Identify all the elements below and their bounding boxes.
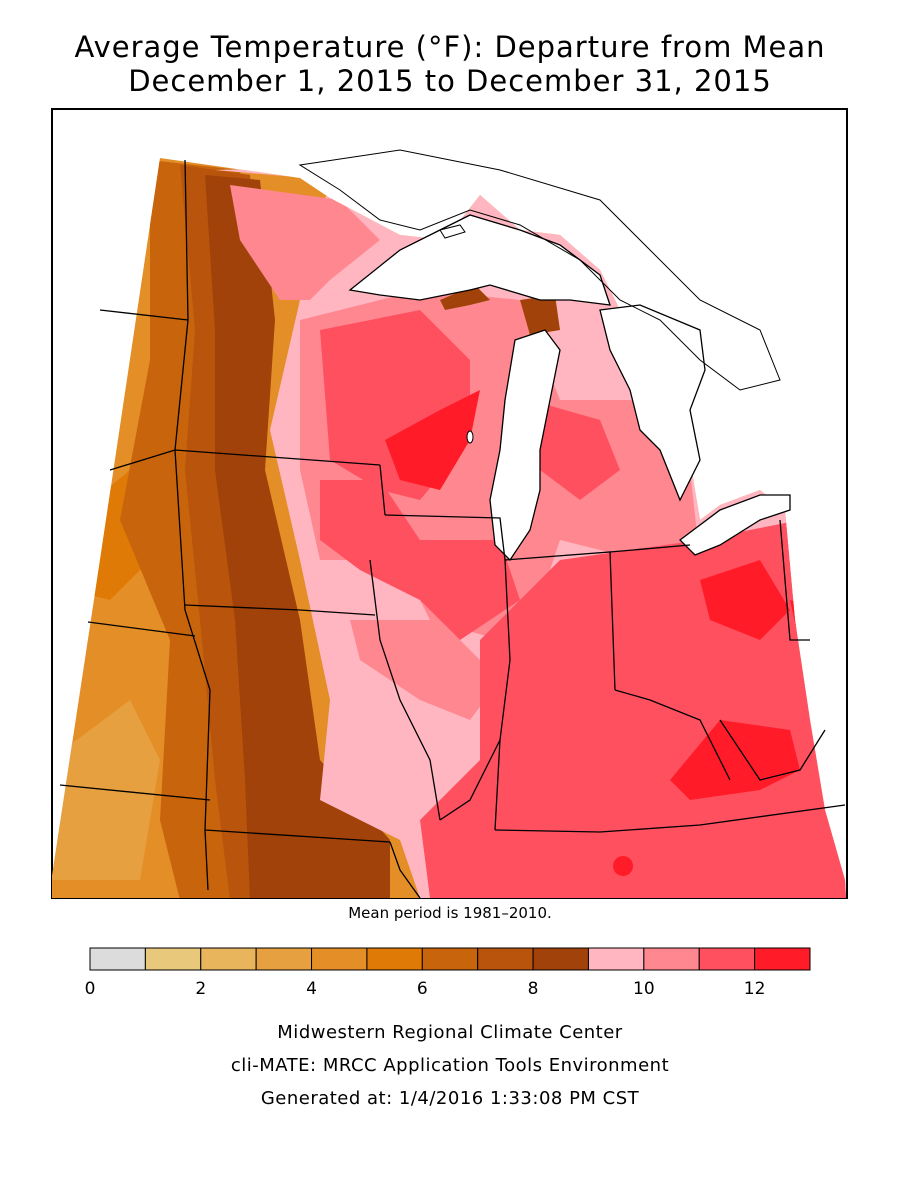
legend-swatch-5-6: [366, 947, 423, 971]
canada-coastline: [298, 149, 781, 391]
legend-tick-label: 8: [528, 979, 539, 999]
shade-12-13-wv: [670, 720, 800, 800]
shade-11-12-ia: [320, 480, 520, 640]
lake-michigan: [489, 329, 561, 562]
map-title-line-2: December 1, 2015 to December 31, 2015: [128, 64, 772, 98]
shade-12-13-wi: [385, 390, 480, 490]
legend-swatch-7-8: [477, 947, 534, 971]
legend-tick-label: 4: [306, 979, 317, 999]
boundary-wv: [719, 719, 826, 781]
shade-10-11-mn: [230, 185, 380, 300]
boundary-ne-ks: [204, 829, 391, 843]
boundary-mt-nd: [99, 309, 189, 321]
lake-superior: [348, 214, 611, 306]
lake-islands: [439, 224, 474, 444]
boundary-oh-ky: [614, 689, 731, 781]
boundary-il-mo: [439, 739, 501, 821]
shade-8-9: [205, 175, 390, 898]
boundary-mn-ia: [384, 514, 506, 561]
island-green-bay: [466, 430, 474, 444]
legend-swatch-12-13: [754, 947, 811, 971]
boundary-co-ne: [59, 784, 211, 801]
boundary-ky-tn: [494, 804, 846, 833]
boundary-mo-ar: [389, 841, 421, 899]
legend-tick-label: 6: [417, 979, 428, 999]
legend-swatch-8-9: [532, 947, 589, 971]
lake-erie: [679, 494, 791, 556]
shade-8-9-up-east: [520, 295, 560, 335]
shade-12-13-oh: [700, 560, 790, 640]
legend-swatch-3-4: [255, 947, 313, 971]
footer-generated-time: Generated at: 1/4/2016 1:33:08 PM CST: [260, 1088, 640, 1109]
legend-swatch-11-12: [698, 947, 756, 971]
legend-tick-labels: 0 2 4 6 8 10 12: [85, 979, 766, 999]
legend-tick-label: 0: [85, 979, 96, 999]
legend-swatch-2-3: [200, 947, 257, 971]
map-title-line-1: Average Temperature (°F): Departure from…: [74, 30, 826, 64]
mean-period-note: Mean period is 1981–2010.: [348, 904, 552, 922]
legend-swatch-1-2: [144, 947, 202, 971]
lake-huron: [599, 304, 706, 502]
boundary-mi-oh: [609, 544, 691, 553]
footer-organization: Midwestern Regional Climate Center: [277, 1022, 623, 1043]
boundary-nd-sd: [109, 449, 381, 471]
legend-swatch-6-7: [421, 947, 479, 971]
legend-swatch-0-1: [89, 947, 146, 971]
isle-royale: [439, 224, 466, 239]
legend-swatch-10-11: [643, 947, 700, 971]
boundary-ia-il-river: [369, 559, 441, 821]
shade-10-11-il: [350, 620, 500, 720]
state-boundaries: [59, 159, 846, 899]
boundary-oh-pa: [779, 519, 810, 641]
legend-swatch-9-10: [587, 947, 645, 971]
shade-12-13-ky: [613, 856, 633, 876]
legend-tick-label: 2: [195, 979, 206, 999]
boundary-sd-ne: [184, 604, 376, 616]
shade-8-9-up: [440, 285, 490, 310]
footer-tool-name: cli-MATE: MRCC Application Tools Environ…: [230, 1055, 670, 1076]
boundary-mn-wi: [379, 464, 386, 516]
legend-tick-label: 12: [744, 979, 766, 999]
legend-color-bar: [89, 947, 811, 971]
shade-11-12-mi: [530, 400, 620, 500]
legend-swatch-4-5: [311, 947, 368, 971]
legend-tick-label: 10: [633, 979, 655, 999]
boundary-il-in: [494, 559, 511, 831]
boundary-wy-sd: [87, 621, 196, 637]
